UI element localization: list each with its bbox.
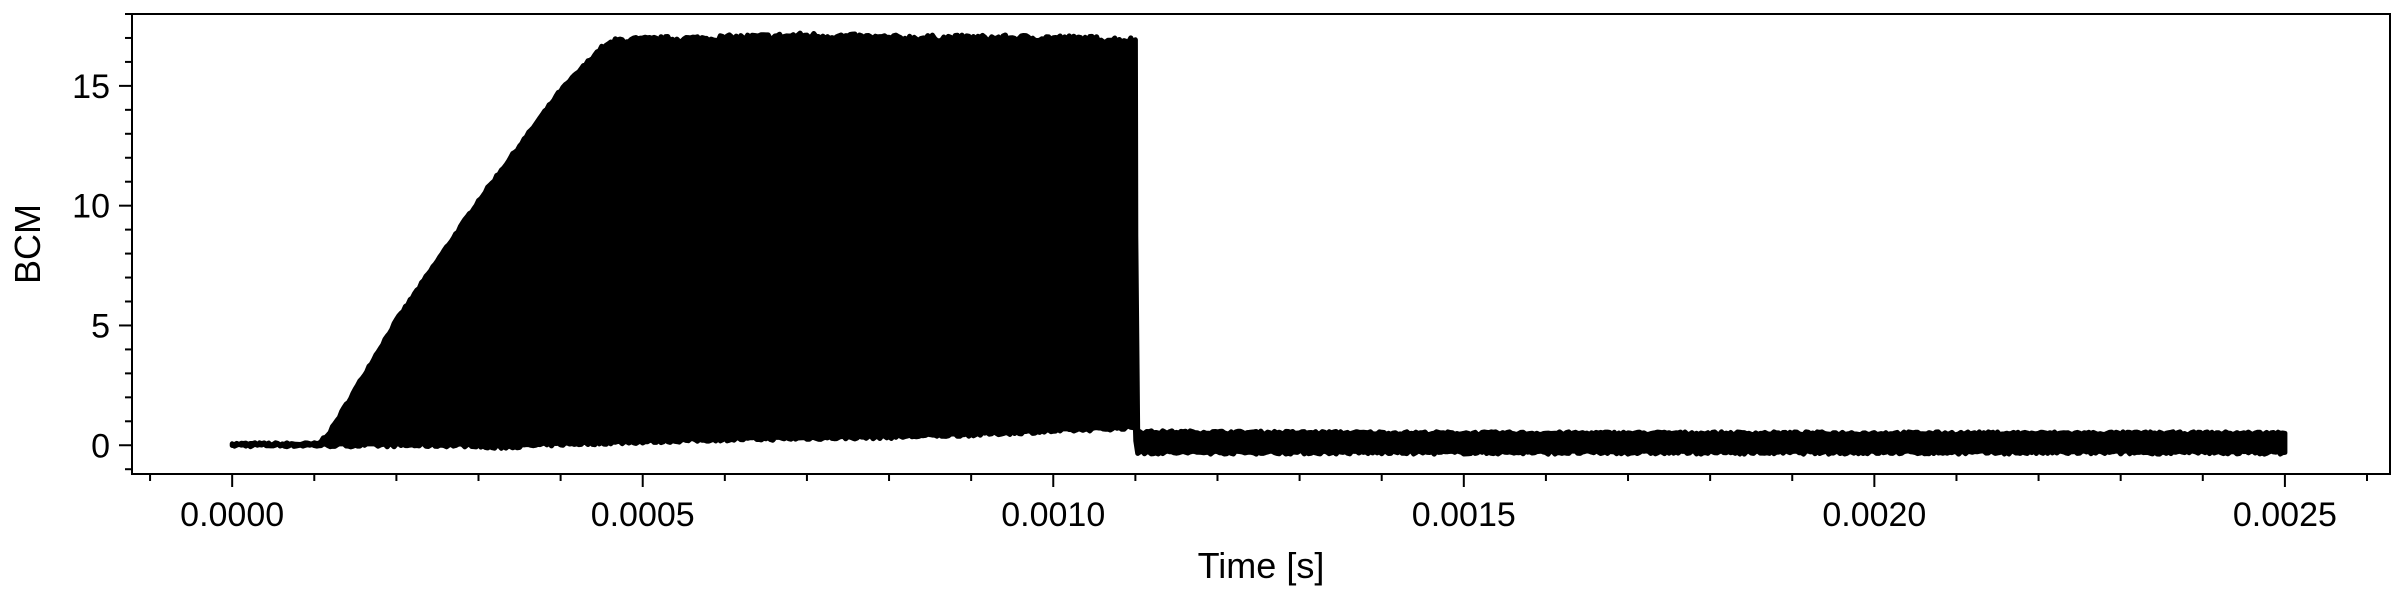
x-tick-label: 0.0015 — [1412, 496, 1516, 534]
x-axis-label: Time [s] — [1198, 545, 1325, 586]
x-tick-label: 0.0025 — [2233, 496, 2337, 534]
y-tick-label: 10 — [72, 188, 110, 226]
plot-frame — [131, 13, 2391, 475]
x-tick-label: 0.0020 — [1822, 496, 1926, 534]
y-tick-label: 0 — [91, 427, 110, 465]
series-line-0 — [229, 30, 2288, 457]
y-axis-label: BCM — [7, 204, 48, 284]
axes-layer: 0.0000 0.0005 0.0010 0.0015 0.0020 0.0025 0 5 10… — [72, 13, 2369, 534]
y-tick-label: 5 — [91, 307, 110, 345]
x-tick-label: 0.0010 — [1001, 496, 1105, 534]
x-tick-label: 0.0000 — [180, 496, 284, 534]
series-layer — [229, 30, 2288, 457]
x-tick-label: 0.0005 — [591, 496, 695, 534]
y-tick-label: 15 — [72, 68, 110, 106]
